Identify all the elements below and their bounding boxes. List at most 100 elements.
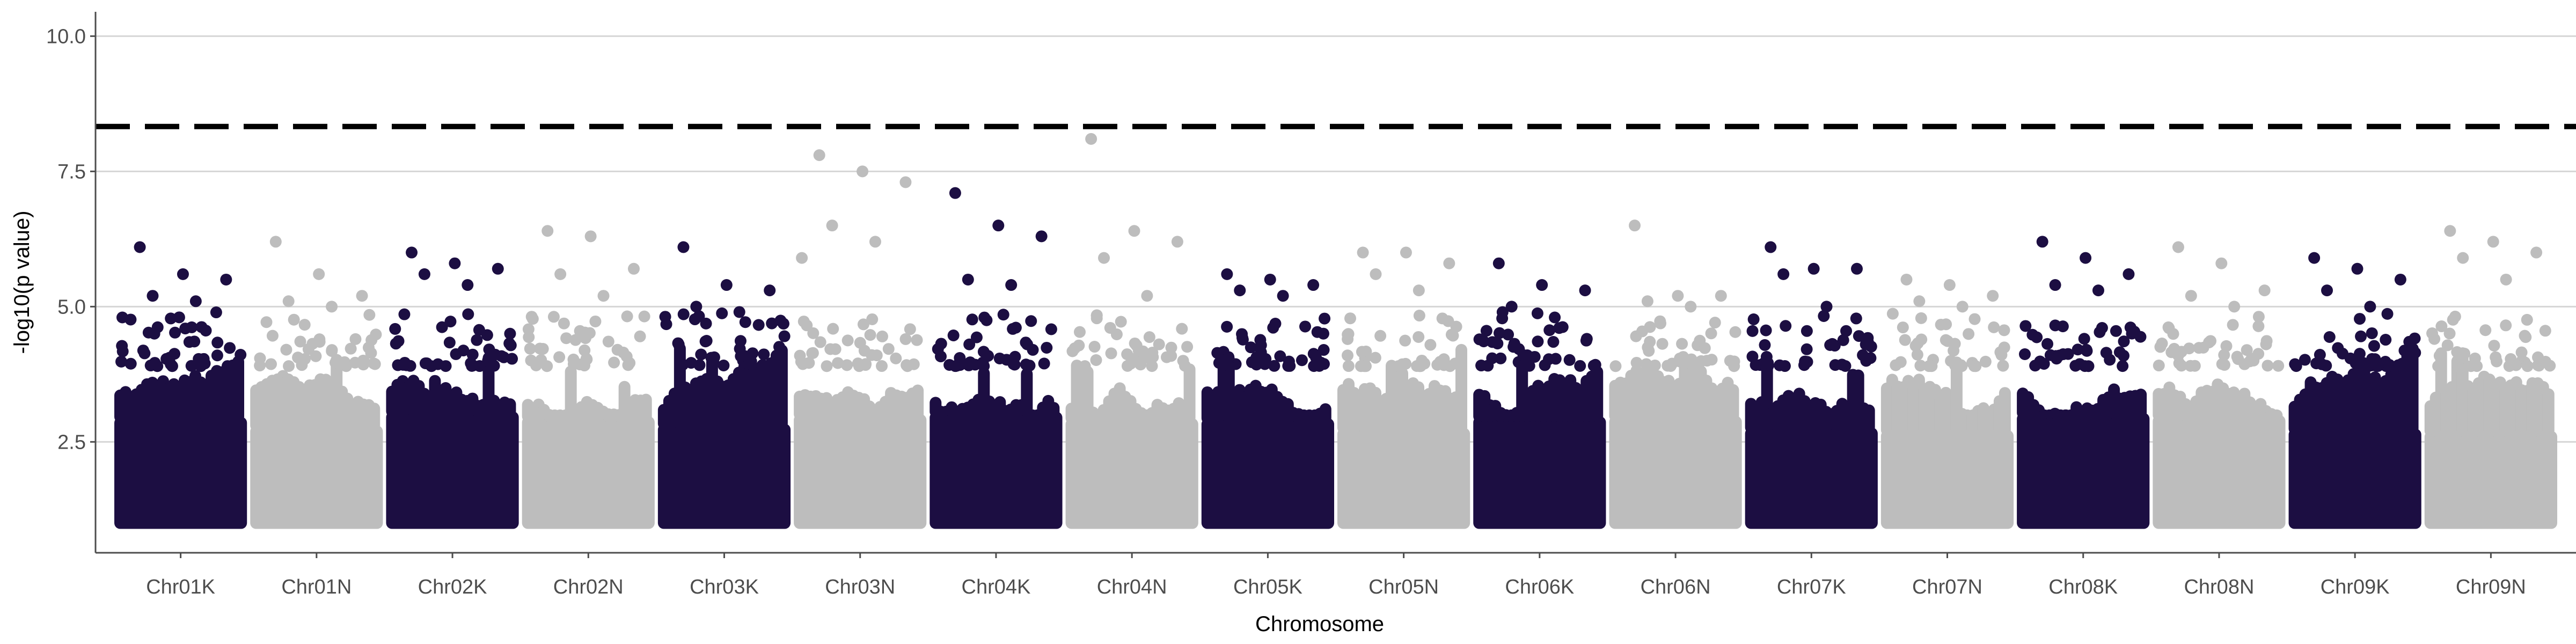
data-point-Chr01N-2 — [356, 290, 368, 302]
data-point — [365, 347, 377, 359]
data-point — [265, 358, 277, 370]
x-tick-label: Chr05K — [1233, 576, 1302, 598]
data-point — [964, 356, 976, 369]
data-point-Chr01N-4 — [326, 301, 338, 313]
data-point — [832, 357, 844, 369]
data-point — [1799, 355, 1811, 368]
data-point — [864, 329, 876, 341]
data-point — [2252, 311, 2265, 323]
data-point — [2443, 327, 2456, 340]
data-point-Chr03N-4 — [869, 236, 881, 248]
band-Chr05N — [1337, 310, 1470, 529]
data-point — [2175, 360, 2187, 372]
data-point — [766, 317, 778, 330]
data-point — [1862, 332, 1874, 344]
data-point — [1021, 338, 1034, 350]
band-column — [565, 365, 577, 422]
data-point — [1165, 341, 1177, 354]
band-column — [2271, 409, 2283, 421]
band-column — [2542, 388, 2555, 437]
data-point — [330, 356, 342, 369]
data-point — [1701, 355, 1713, 367]
data-point — [1531, 307, 1543, 319]
data-point — [1356, 346, 1368, 358]
data-point — [558, 317, 570, 330]
data-point-Chr09K-2 — [2394, 273, 2406, 286]
data-point — [1729, 326, 1741, 338]
data-point-Chr03N-3 — [826, 219, 838, 232]
data-point-Chr04N-1 — [1128, 225, 1140, 237]
data-point — [2018, 348, 2031, 360]
data-point — [1223, 351, 1235, 363]
y-axis-ticks: 2.5 5.0 7.5 10.0 — [46, 25, 96, 453]
data-point — [1998, 324, 2010, 336]
data-point — [693, 310, 705, 323]
data-point — [695, 348, 707, 361]
data-point — [1542, 353, 1555, 365]
data-point-Chr06N-4 — [1685, 301, 1697, 313]
y-axis-title: -log10(p value) — [10, 211, 34, 354]
data-point — [193, 353, 205, 365]
data-point — [2316, 358, 2328, 370]
data-point — [164, 352, 176, 364]
data-point — [2260, 338, 2272, 350]
data-point — [858, 345, 870, 357]
data-point — [210, 306, 222, 319]
data-point — [2197, 341, 2209, 354]
data-point — [758, 348, 770, 361]
data-point — [2380, 334, 2392, 346]
data-point-Chr07N-4 — [1956, 301, 1968, 313]
data-point — [589, 315, 602, 327]
band-solid-Chr01K — [114, 416, 247, 529]
data-point — [2244, 355, 2256, 368]
data-point — [392, 335, 405, 347]
data-point — [1857, 349, 1869, 361]
data-point — [677, 308, 690, 320]
data-point — [471, 334, 483, 346]
data-point — [280, 343, 292, 356]
data-point — [2355, 330, 2367, 342]
data-point — [183, 336, 195, 348]
x-tick-label: Chr06K — [1505, 576, 1574, 598]
data-point — [483, 343, 495, 356]
data-point — [224, 342, 236, 354]
data-point — [1344, 312, 1356, 325]
band-column — [912, 384, 924, 420]
data-point-Chr08K-0 — [2036, 236, 2048, 248]
data-point — [1250, 351, 1263, 363]
data-point — [294, 335, 306, 348]
data-point-Chr05N-4 — [1413, 284, 1425, 297]
data-point — [2110, 325, 2122, 337]
data-point — [436, 321, 448, 333]
data-point-Chr09N-1 — [2487, 236, 2499, 248]
data-point — [829, 343, 841, 355]
band-solid-Chr05K — [1201, 418, 1334, 529]
data-point — [1979, 355, 1992, 368]
data-point — [2184, 360, 2197, 372]
data-point — [745, 358, 758, 371]
data-point — [1115, 316, 1127, 328]
band-column — [1319, 403, 1331, 425]
data-point — [1223, 360, 1235, 372]
x-tick-label: Chr03K — [690, 576, 759, 598]
band-solid-Chr03N — [794, 414, 927, 529]
data-point — [1073, 326, 1086, 338]
data-point-Chr07K-2 — [1850, 262, 1863, 275]
data-point-Chr04K-2 — [1035, 230, 1048, 243]
band-column — [1591, 365, 1604, 422]
x-axis-title: Chromosome — [1255, 612, 1384, 636]
data-point — [769, 357, 781, 370]
data-point — [827, 323, 839, 335]
data-point — [1255, 339, 1267, 352]
data-point — [801, 319, 813, 332]
data-point — [2094, 326, 2106, 338]
data-point — [963, 338, 976, 350]
data-point — [2471, 360, 2483, 372]
data-point — [1176, 323, 1188, 335]
data-point — [2392, 359, 2405, 371]
data-point — [2451, 360, 2464, 372]
data-point — [734, 335, 747, 347]
data-point-Chr03K-2 — [764, 284, 776, 297]
data-point — [2500, 319, 2512, 332]
data-point — [1709, 317, 1721, 329]
